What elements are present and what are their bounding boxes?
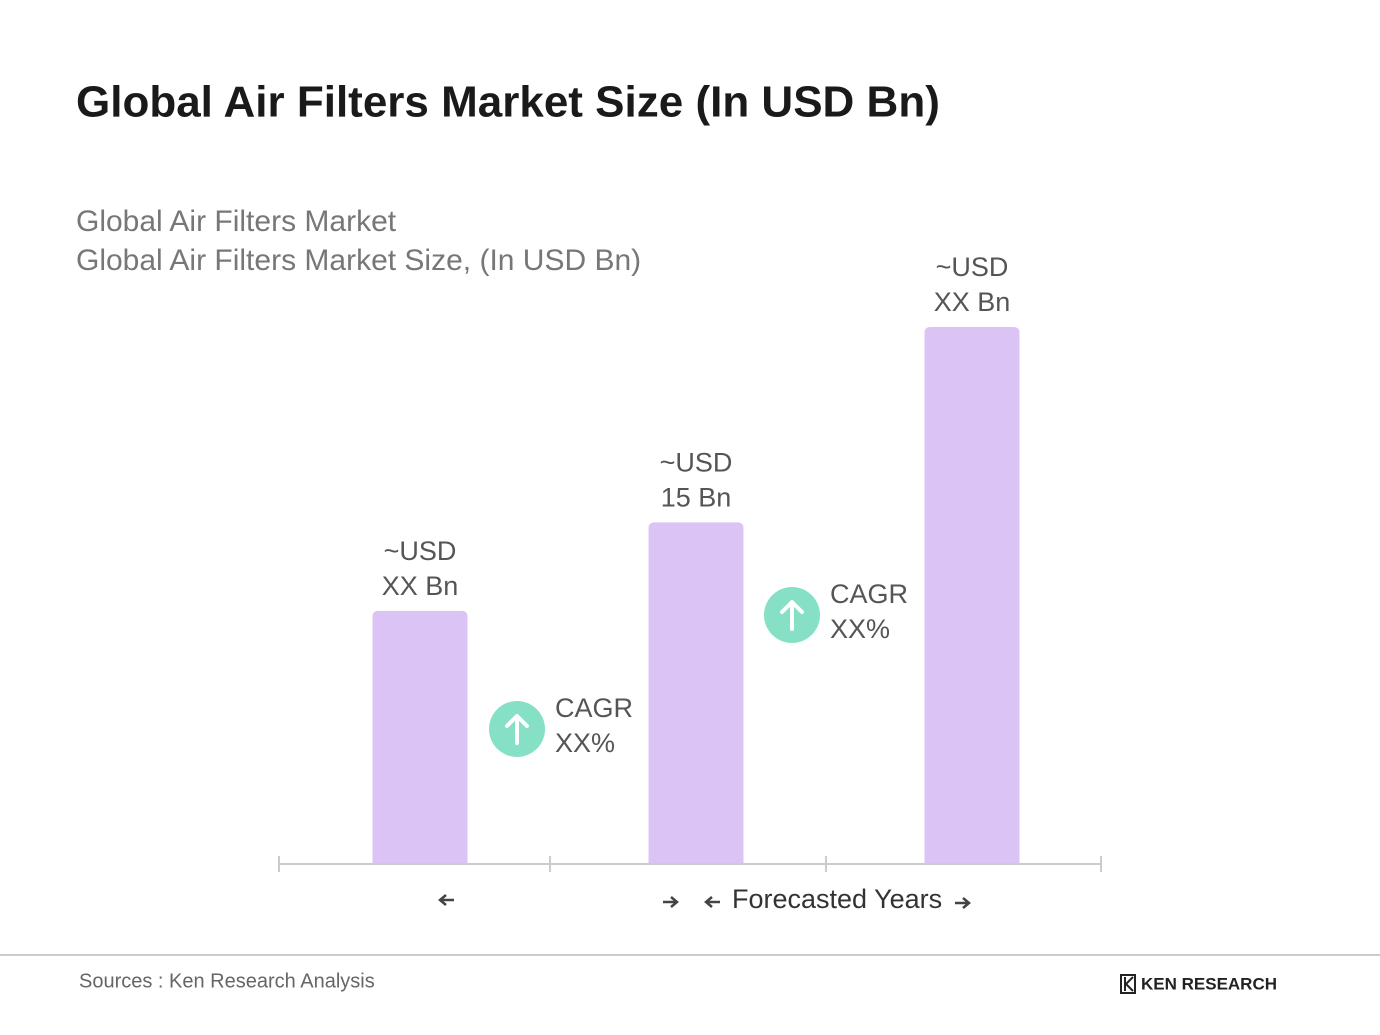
bar [924, 327, 1020, 863]
arrows [438, 894, 971, 909]
subtitle: Global Air Filters Market [76, 205, 397, 238]
forecast-label: Forecasted Years [732, 884, 942, 914]
x-axis [278, 856, 1102, 872]
cagr-arrow [780, 600, 804, 631]
logo-icon [1120, 974, 1136, 994]
value-label: ~USD 15 Bn [660, 447, 733, 512]
source: Sources : Ken Research Analysis [79, 970, 375, 992]
cagr-title: CAGR [830, 579, 908, 609]
chart-title: Global Air Filters Market Size (In USD B… [76, 78, 940, 127]
cagr-title: CAGR [555, 693, 633, 723]
cagr-arrow [505, 714, 529, 745]
subtitle: Global Air Filters Market Size, (In USD … [76, 244, 641, 277]
arrow-right [663, 896, 679, 908]
value-label: ~USD XX Bn [934, 252, 1011, 317]
arrow-right [955, 897, 971, 909]
value-label: ~USD XX Bn [382, 536, 459, 601]
cagr-value: XX% [555, 728, 615, 758]
arrow-left [704, 896, 720, 908]
brand: KEN RESEARCH [1141, 974, 1277, 993]
logo: KEN RESEARCH [1120, 974, 1277, 994]
logo-icon [1124, 976, 1134, 992]
cagr-value: XX% [830, 614, 890, 644]
bar [372, 610, 468, 863]
arrow-left [438, 894, 454, 906]
bar [648, 522, 744, 863]
